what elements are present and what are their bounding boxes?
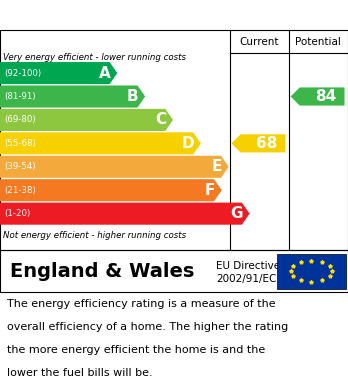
Text: Not energy efficient - higher running costs: Not energy efficient - higher running co… [3,231,187,240]
Text: Current: Current [239,37,279,47]
Text: EU Directive: EU Directive [216,261,280,271]
Polygon shape [0,132,201,154]
Text: The energy efficiency rating is a measure of the: The energy efficiency rating is a measur… [7,299,276,309]
Text: A: A [99,66,111,81]
Polygon shape [0,203,250,225]
Text: (55-68): (55-68) [4,139,36,148]
Text: overall efficiency of a home. The higher the rating: overall efficiency of a home. The higher… [7,322,288,332]
Text: lower the fuel bills will be.: lower the fuel bills will be. [7,368,152,378]
Text: 68: 68 [256,136,277,151]
Text: England & Wales: England & Wales [10,262,195,281]
Text: G: G [230,206,243,221]
Text: (21-38): (21-38) [4,186,36,195]
Text: 2002/91/EC: 2002/91/EC [216,274,276,284]
Text: Very energy efficient - lower running costs: Very energy efficient - lower running co… [3,53,187,62]
Text: C: C [155,113,166,127]
Text: (92-100): (92-100) [4,68,41,77]
Polygon shape [0,86,145,108]
Text: D: D [182,136,194,151]
Text: the more energy efficient the home is and the: the more energy efficient the home is an… [7,345,265,355]
Text: (69-80): (69-80) [4,115,36,124]
Text: B: B [127,89,139,104]
Polygon shape [291,88,345,106]
Text: (1-20): (1-20) [4,209,30,218]
Polygon shape [0,156,229,178]
Text: F: F [205,183,215,198]
Text: Energy Efficiency Rating: Energy Efficiency Rating [60,6,288,24]
Polygon shape [0,62,117,84]
Polygon shape [0,109,173,131]
Text: 84: 84 [315,89,336,104]
Text: E: E [212,159,222,174]
Text: Potential: Potential [295,37,341,47]
Polygon shape [231,134,285,152]
Text: (81-91): (81-91) [4,92,36,101]
Bar [277,254,346,289]
Polygon shape [0,179,222,201]
Text: (39-54): (39-54) [4,162,36,171]
